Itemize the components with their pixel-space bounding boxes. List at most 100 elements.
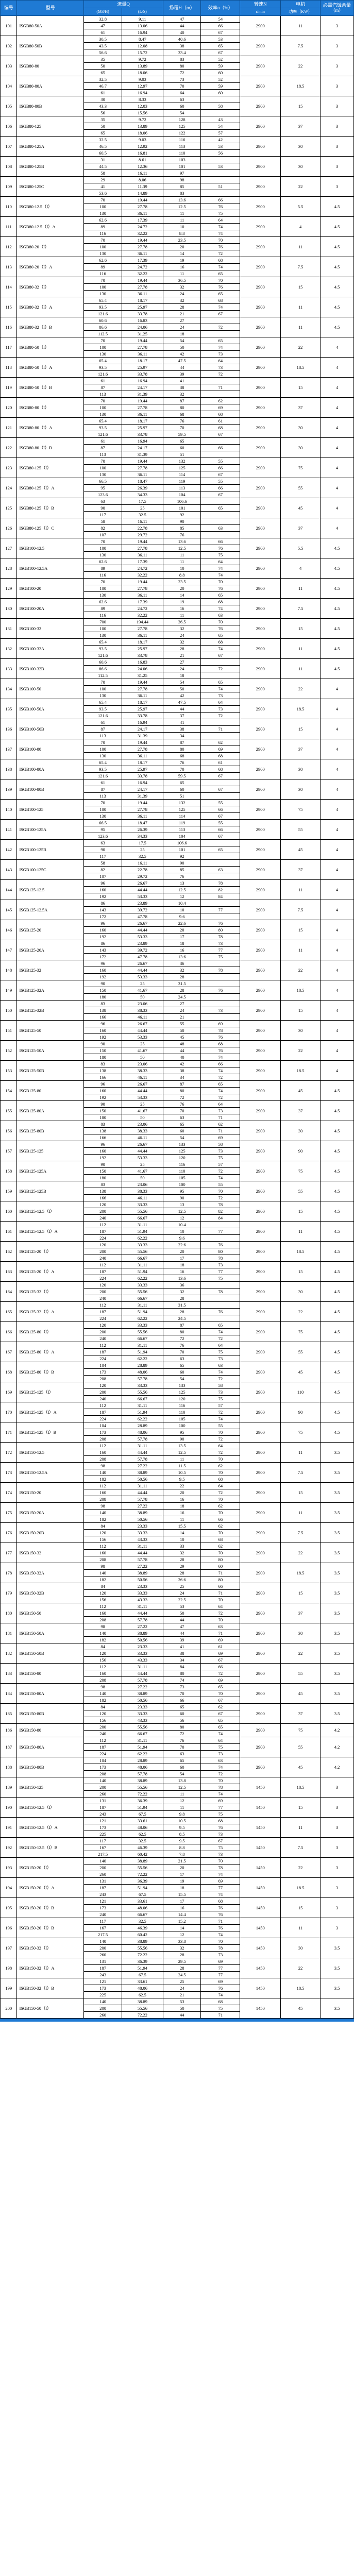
cell-q2: 16.94 [121,377,163,384]
table-row: 177 ISGB150-32 112 31.11 33 62 2900 22 3.5 [0,1542,354,1563]
cell-e: 72 [200,1770,241,1777]
cell-e: 72 [200,1073,241,1081]
cell-q2: 38.89 [121,1997,163,2005]
cell-model: ISGB100-12.5A [16,557,85,579]
cell-id: 169 [0,1381,18,1402]
cell-q1: 70 [83,236,122,244]
table-row: 166 46.11 54 69 [1,1133,354,1141]
cell-motor-power: 11 [280,296,321,317]
cell-h: 42 [162,350,201,358]
cell-q1: 90 [83,1100,122,1108]
cell-q2: 27.78 [121,243,163,250]
cell-h: 32 [162,1944,201,1952]
cell-speed: 2900 [240,357,281,378]
cell-h: 14.4 [162,1910,201,1918]
cell-model: ISGB150-50A [16,1622,85,1643]
cell-model: ISGB150-12.5（I） [16,1797,85,1818]
cell-q2: 43.33 [121,1656,163,1664]
cell-h: 76 [162,1736,201,1744]
cell-q1: 53.6 [83,189,122,197]
cell-q2: 48.06 [121,1368,163,1376]
cell-q2: 28.89 [121,1361,163,1369]
cell-q1: 192 [83,973,122,980]
cell-q2: 66.67 [121,1334,163,1342]
cell-model: ISGB100-32A [16,638,85,659]
table-row: 90 25 101 65 [1,504,354,512]
cell-q2: 9.72 [121,115,163,123]
cell-q1: 61 [83,778,122,786]
cell-id: 165 [0,1301,18,1322]
cell-motor-power: 37 [280,115,321,137]
cell-model: ISGB125-12.5（I） [16,1200,85,1222]
cell-h: 32 [162,283,201,291]
cell-q1: 96 [83,919,122,927]
cell-motor-power: 7.5 [280,1522,321,1543]
cell-e: 82 [200,1207,241,1215]
cell-q2: 19.44 [121,457,163,465]
cell-npsh: 4 [320,879,354,900]
cell-id: 127 [0,537,18,558]
cell-speed: 2900 [240,1736,281,1757]
cell-q1: 70 [83,799,122,806]
cell-h: 60 [162,1763,201,1771]
cell-motor-power: 45 [280,1683,321,1704]
cell-h: 18 [162,671,201,679]
cell-q2: 55.56 [121,1723,163,1731]
cell-q1: 167 [83,1843,122,1851]
cell-h: 125 [162,122,201,130]
cell-q1: 138 [83,1187,122,1195]
cell-h: 70 [162,1107,201,1114]
cell-q1: 98 [83,1562,122,1570]
cell-q1: 130 [83,410,122,418]
cell-id: 148 [0,959,18,980]
cell-id: 143 [0,859,18,880]
table-row: 100 27.78 12.5 76 [1,202,354,210]
cell-q2: 51.94 [121,1267,163,1275]
cell-q2: 50 [121,1174,163,1181]
cell-motor-power: 30 [280,778,321,800]
cell-q1: 260 [83,1790,122,1798]
cell-speed: 2900 [240,1421,281,1443]
cell-q1: 84 [83,1582,122,1590]
cell-speed: 2900 [240,336,281,358]
cell-q1: 84 [83,1522,122,1530]
cell-npsh: 4 [320,377,354,398]
cell-q1: 130 [83,350,122,358]
cell-id: 179 [0,1582,18,1603]
cell-h: 122 [162,129,201,137]
cell-motor-power: 22 [280,336,321,358]
cell-q1: 100 [83,745,122,753]
cell-q1: 192 [83,892,122,900]
cell-npsh: 4.5 [320,1281,354,1302]
cell-h: 27 [162,999,201,1007]
cell-motor-power: 15 [280,1582,321,1603]
cell-q1: 116 [83,269,122,277]
cell-npsh: 3.5 [320,1522,354,1543]
table-row: 187 51.94 70 75 [1,1348,354,1355]
cell-h: 13.6 [162,953,201,960]
cell-speed: 2900 [240,1221,281,1242]
cell-q1: 130 [83,249,122,257]
cell-e: 69 [200,1636,241,1643]
cell-h: 53 [162,1602,201,1610]
cell-motor-power: 11 [280,1442,321,1463]
cell-e: 76 [200,243,241,250]
cell-model: ISGB125-125 [16,1140,85,1161]
cell-q1: 240 [83,1395,122,1402]
cell-npsh: 4.5 [320,537,354,558]
cell-npsh: 4 [320,839,354,860]
cell-q1: 60.6 [83,658,122,666]
cell-q2: 31.11 [121,1301,163,1309]
table-row: 208 57.78 74 69 [1,1676,354,1684]
cell-model: ISGB150-80 [16,1663,85,1684]
cell-q2: 27.78 [121,343,163,351]
cell-id: 132 [0,638,18,659]
cell-q2: 27.78 [121,685,163,692]
cell-id: 176 [0,1522,18,1543]
cell-e: 76 [200,584,241,592]
table-row: 135 ISGB100-50A 65.4 18.17 47.5 64 2900 18.5 4 [0,698,354,719]
cell-q2: 23.06 [121,999,163,1007]
cell-npsh: 3.5 [320,1442,354,1463]
cell-h: 133 [162,1140,201,1148]
cell-h: 38 [162,42,201,49]
